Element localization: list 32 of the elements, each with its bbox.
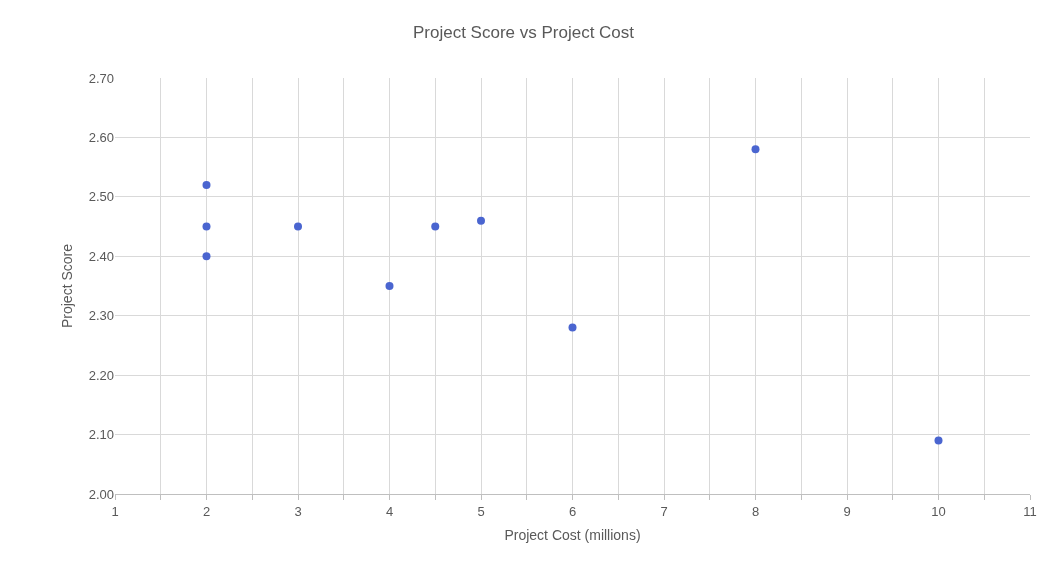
- point: [431, 222, 440, 231]
- x-tick-label: 5: [477, 503, 485, 519]
- y-tick-label: 2.10: [88, 427, 114, 443]
- x-tick-label: 2: [202, 503, 211, 519]
- y-tick-label: 2.20: [88, 367, 114, 383]
- point: [202, 252, 211, 261]
- point: [385, 282, 394, 290]
- x-tick-label: 8: [751, 503, 760, 519]
- y-tick-label: 2.40: [88, 248, 114, 264]
- point: [477, 216, 485, 225]
- x-tick-label: 7: [660, 503, 668, 519]
- y-tick-label: 2.50: [88, 189, 114, 205]
- x-axis-title: Project Cost (millions): [504, 526, 641, 543]
- x-tick-label: 1: [111, 503, 119, 519]
- chart-title: Project Score vs Project Cost: [412, 22, 635, 42]
- y-tick-label: 2.60: [88, 129, 114, 145]
- y-axis-title: Project Score: [59, 243, 76, 329]
- point: [568, 323, 577, 332]
- x-tick-label: 3: [294, 503, 302, 519]
- y-tick-label: 2.30: [88, 308, 114, 324]
- x-tick-label: 6: [568, 503, 577, 519]
- y-tick-label: 2.00: [88, 486, 114, 502]
- point: [934, 436, 943, 445]
- point: [294, 222, 302, 231]
- y-tick-label: 2.70: [88, 70, 114, 86]
- point: [751, 145, 760, 154]
- x-tick-label: 9: [843, 503, 851, 519]
- point: [202, 180, 211, 189]
- x-tick-label: 4: [385, 503, 394, 519]
- x-tick-label: 10: [931, 503, 946, 519]
- point: [202, 222, 211, 231]
- x-tick-label: 11: [1023, 503, 1037, 519]
